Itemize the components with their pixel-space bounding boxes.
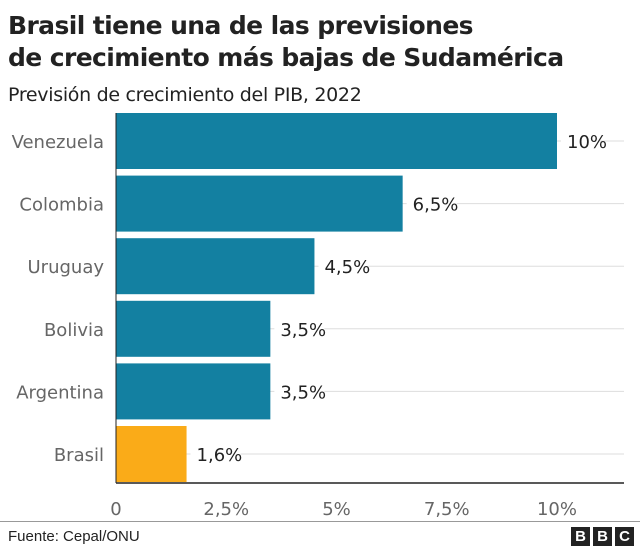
category-label: Uruguay <box>28 257 105 278</box>
label-background <box>274 316 325 341</box>
label-background <box>190 442 241 466</box>
title-line-1: Brasil tiene una de las previsiones <box>8 11 474 40</box>
category-label: Colombia <box>19 195 104 216</box>
x-tick-label: 0 <box>110 499 121 520</box>
data-label: 4,5% <box>324 257 370 278</box>
x-tick-label: 5% <box>322 499 351 520</box>
data-label: 3,5% <box>280 320 326 341</box>
bbc-logo-b2: B <box>593 527 612 546</box>
chart-title: Brasil tiene una de las previsiones de c… <box>8 10 564 74</box>
data-label: 10% <box>567 132 607 153</box>
title-line-2: de crecimiento más bajas de Sudamérica <box>8 43 564 72</box>
footer-divider <box>0 521 640 522</box>
x-tick-label: 2,5% <box>203 499 249 520</box>
category-label: Bolivia <box>44 320 104 341</box>
bbc-logo-b1: B <box>571 527 590 546</box>
label-background <box>318 254 369 279</box>
x-tick-label: 7,5% <box>424 499 470 520</box>
label-background <box>561 129 600 153</box>
category-label: Brasil <box>54 445 104 466</box>
label-background <box>274 379 325 404</box>
label-background <box>406 191 457 216</box>
bar-bolivia <box>116 300 271 357</box>
bar-plot: 10% Venezuela 6,5% Colombia 4,5% Uruguay 3,5% B… <box>12 113 624 520</box>
bar-venezuela <box>116 113 557 169</box>
chart-subtitle: Previsión de crecimiento del PIB, 2022 <box>8 84 362 106</box>
data-label: 3,5% <box>280 382 326 403</box>
bar-colombia <box>116 175 403 232</box>
data-label: 1,6% <box>197 445 243 466</box>
bar-uruguay <box>116 238 315 295</box>
bar-brasil <box>116 426 187 482</box>
x-tick-label: 10% <box>537 499 577 520</box>
data-label: 6,5% <box>413 195 459 216</box>
category-label: Argentina <box>16 382 104 403</box>
source-note: Fuente: Cepal/ONU <box>8 528 140 545</box>
bar-argentina <box>116 363 271 420</box>
bbc-logo-c: C <box>615 527 634 546</box>
bbc-logo: B B C <box>571 527 634 546</box>
category-label: Venezuela <box>12 132 104 153</box>
